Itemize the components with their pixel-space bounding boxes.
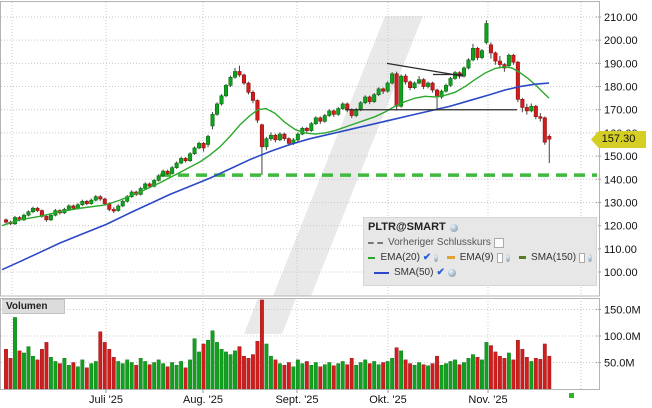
sma150-settings-icon[interactable] bbox=[588, 253, 593, 262]
sma50-label: SMA(50) bbox=[394, 267, 434, 278]
previous-close-label: Vorheriger Schlusskurs bbox=[388, 237, 491, 248]
symbol-label: PLTR@SMART bbox=[368, 221, 446, 233]
ema20-label: EMA(20) bbox=[380, 252, 420, 263]
ema9-checkbox[interactable] bbox=[496, 252, 503, 263]
svg-text:50.0M: 50.0M bbox=[604, 358, 635, 370]
svg-text:170.00: 170.00 bbox=[604, 105, 638, 117]
volume-pane-title: Volumen bbox=[2, 299, 65, 314]
symbol-settings-icon[interactable] bbox=[449, 223, 458, 232]
svg-text:180.00: 180.00 bbox=[604, 82, 638, 94]
ema9-settings-icon[interactable] bbox=[505, 253, 510, 262]
volume-series bbox=[4, 299, 552, 390]
ema20-settings-icon[interactable] bbox=[434, 253, 439, 262]
candles-series bbox=[4, 20, 552, 225]
sma150-swatch bbox=[518, 256, 527, 259]
svg-text:120.00: 120.00 bbox=[604, 221, 638, 233]
last-price-badge: 157.30 bbox=[591, 131, 646, 148]
ema20-swatch bbox=[368, 256, 376, 259]
chart-legend: PLTR@SMART Vorheriger Schlusskurs EMA(20… bbox=[363, 217, 597, 286]
svg-text:Nov. '25: Nov. '25 bbox=[468, 394, 507, 406]
previous-close-swatch bbox=[368, 241, 383, 244]
svg-text:100.00: 100.00 bbox=[604, 267, 638, 279]
svg-text:140.00: 140.00 bbox=[604, 174, 638, 186]
ema9-label: EMA(9) bbox=[459, 252, 494, 263]
svg-text:130.00: 130.00 bbox=[604, 197, 638, 209]
svg-text:150.00: 150.00 bbox=[604, 151, 638, 163]
svg-text:190.00: 190.00 bbox=[604, 58, 638, 70]
previous-close-checkbox[interactable] bbox=[493, 237, 504, 248]
svg-text:110.00: 110.00 bbox=[604, 244, 637, 256]
svg-text:Sept. '25: Sept. '25 bbox=[275, 394, 318, 406]
sma50-swatch bbox=[374, 271, 389, 274]
ema9-swatch bbox=[447, 256, 455, 259]
sma150-label: SMA(150) bbox=[531, 252, 577, 263]
svg-text:Juli '25: Juli '25 bbox=[89, 394, 123, 406]
svg-text:Okt. '25: Okt. '25 bbox=[369, 394, 407, 406]
sma50-checkbox[interactable]: ✔ bbox=[436, 266, 445, 278]
event-marker bbox=[569, 393, 574, 398]
sma150-checkbox[interactable] bbox=[579, 252, 586, 263]
svg-text:150.0M: 150.0M bbox=[604, 305, 641, 317]
svg-text:200.00: 200.00 bbox=[604, 35, 638, 47]
sma50-settings-icon[interactable] bbox=[447, 268, 456, 277]
ema20-checkbox[interactable]: ✔ bbox=[422, 251, 432, 263]
svg-text:100.0M: 100.0M bbox=[604, 331, 641, 343]
svg-text:Aug. '25: Aug. '25 bbox=[183, 394, 223, 406]
svg-text:210.00: 210.00 bbox=[604, 12, 638, 24]
